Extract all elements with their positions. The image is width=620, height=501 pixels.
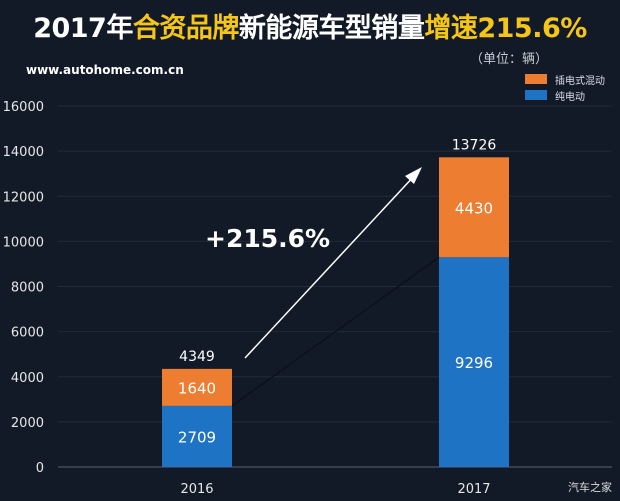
legend-swatch bbox=[525, 74, 547, 84]
y-tick-label: 14000 bbox=[3, 145, 44, 160]
bar-segment bbox=[162, 368, 232, 406]
x-tick-label: 2016 bbox=[180, 482, 213, 497]
title-highlight: 增速215.6% bbox=[424, 13, 587, 44]
unit-label: （单位：辆） bbox=[470, 52, 549, 67]
data-label: 9296 bbox=[455, 354, 493, 372]
site-url: www.autohome.com.cn bbox=[26, 63, 184, 77]
watermark: 汽车之家 bbox=[568, 481, 612, 494]
data-label: 4430 bbox=[455, 199, 493, 217]
x-tick-label: 2017 bbox=[457, 482, 490, 497]
y-tick-label: 6000 bbox=[11, 326, 44, 341]
legend-label: 纯电动 bbox=[555, 91, 585, 103]
title-part: 新能源车型销量 bbox=[238, 13, 425, 44]
data-label: 1640 bbox=[178, 379, 216, 397]
y-tick-label: 0 bbox=[36, 461, 44, 476]
legend-label: 插电式混动 bbox=[555, 75, 605, 87]
bar-segment bbox=[439, 157, 509, 258]
legend-swatch bbox=[525, 90, 547, 100]
bar-segment bbox=[439, 257, 509, 467]
growth-annotation: +215.6% bbox=[205, 224, 330, 253]
total-label: 4349 bbox=[179, 349, 215, 365]
y-tick-label: 2000 bbox=[11, 416, 44, 431]
y-tick-label: 16000 bbox=[3, 100, 44, 115]
chart-title: 2017年合资品牌新能源车型销量增速215.6% bbox=[0, 6, 620, 45]
y-tick-label: 10000 bbox=[3, 235, 44, 250]
connector-line bbox=[231, 256, 440, 407]
arrow-head-icon bbox=[405, 167, 422, 184]
title-highlight: 合资品牌 bbox=[132, 13, 240, 44]
growth-arrow bbox=[244, 173, 417, 359]
bar-segment bbox=[162, 405, 232, 467]
y-tick-label: 12000 bbox=[3, 190, 44, 205]
data-label: 2709 bbox=[178, 428, 216, 446]
legend: 插电式混动 纯电动 bbox=[525, 71, 605, 103]
legend-item-bev: 纯电动 bbox=[525, 87, 605, 103]
legend-item-phev: 插电式混动 bbox=[525, 71, 605, 87]
y-tick-label: 8000 bbox=[11, 281, 44, 296]
title-part: 2017年 bbox=[33, 13, 133, 44]
y-tick-label: 4000 bbox=[11, 371, 44, 386]
total-label: 13726 bbox=[452, 137, 497, 153]
